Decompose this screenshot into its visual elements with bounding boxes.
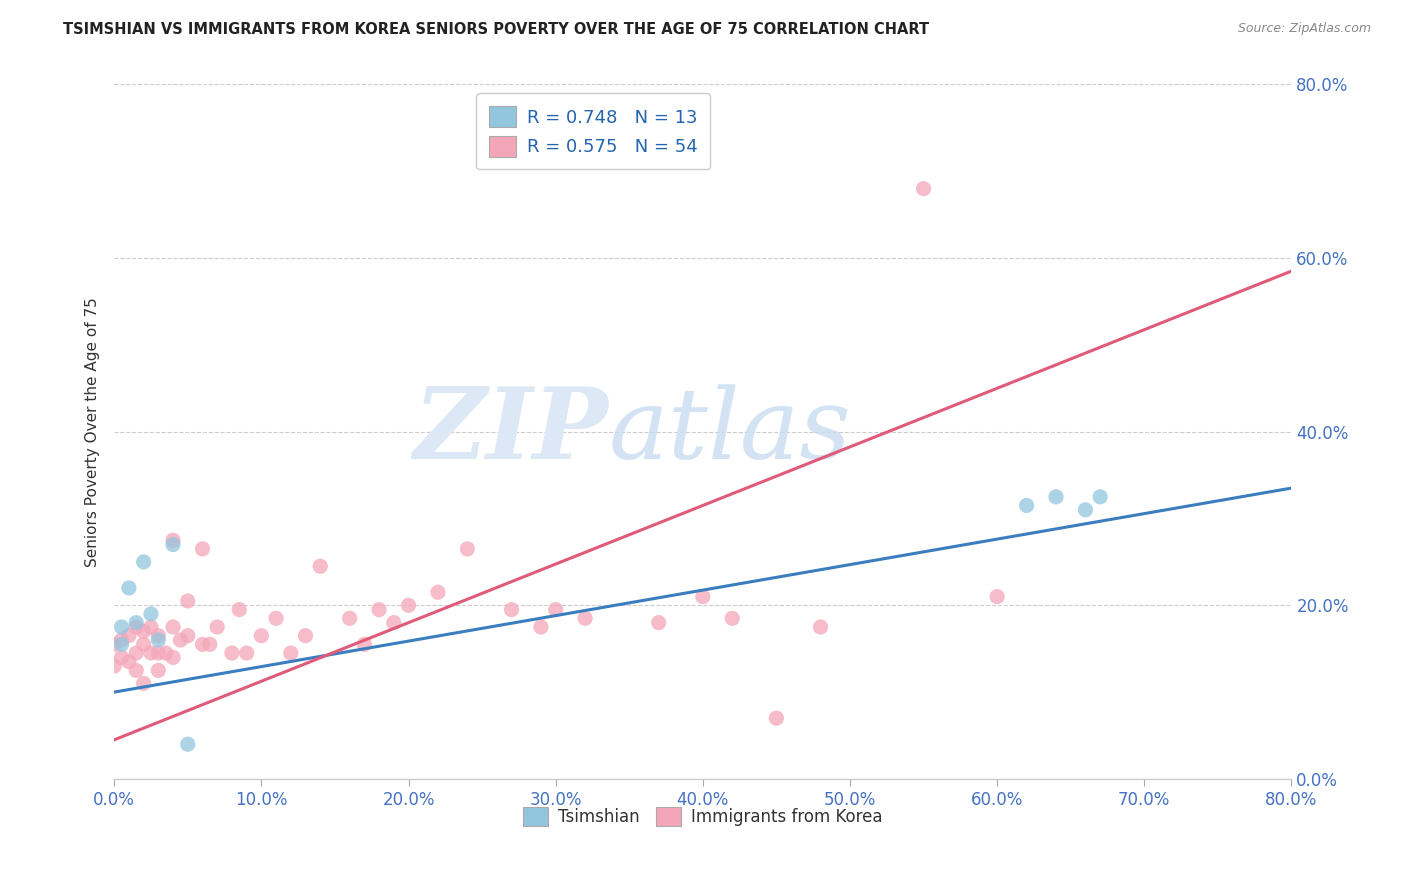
Point [544, 602, 567, 616]
Point [456, 541, 478, 556]
Point [198, 637, 221, 651]
Point [169, 633, 191, 648]
Legend: Tsimshian, Immigrants from Korea: Tsimshian, Immigrants from Korea [516, 800, 890, 833]
Point [110, 650, 132, 665]
Point [118, 629, 141, 643]
Y-axis label: Seniors Poverty Over the Age of 75: Seniors Poverty Over the Age of 75 [86, 297, 100, 566]
Point [1045, 490, 1067, 504]
Point [228, 602, 250, 616]
Point [162, 533, 184, 548]
Point [177, 737, 200, 751]
Text: TSIMSHIAN VS IMMIGRANTS FROM KOREA SENIORS POVERTY OVER THE AGE OF 75 CORRELATIO: TSIMSHIAN VS IMMIGRANTS FROM KOREA SENIO… [63, 22, 929, 37]
Point [368, 602, 391, 616]
Point [148, 633, 170, 648]
Point [647, 615, 669, 630]
Point [986, 590, 1008, 604]
Point [294, 629, 316, 643]
Point [205, 620, 228, 634]
Point [574, 611, 596, 625]
Point [191, 541, 214, 556]
Point [309, 559, 332, 574]
Point [139, 646, 162, 660]
Point [118, 581, 141, 595]
Text: ZIP: ZIP [413, 384, 609, 480]
Point [125, 664, 148, 678]
Point [139, 607, 162, 621]
Point [118, 655, 141, 669]
Point [398, 599, 420, 613]
Point [103, 637, 125, 651]
Point [235, 646, 257, 660]
Point [501, 602, 523, 616]
Point [353, 637, 375, 651]
Point [125, 615, 148, 630]
Text: Source: ZipAtlas.com: Source: ZipAtlas.com [1237, 22, 1371, 36]
Point [177, 594, 200, 608]
Point [221, 646, 243, 660]
Point [162, 537, 184, 551]
Point [810, 620, 832, 634]
Point [1015, 499, 1038, 513]
Point [177, 629, 200, 643]
Point [132, 637, 155, 651]
Point [148, 629, 170, 643]
Point [382, 615, 405, 630]
Point [765, 711, 787, 725]
Point [280, 646, 302, 660]
Text: atlas: atlas [609, 384, 852, 479]
Point [264, 611, 287, 625]
Point [132, 676, 155, 690]
Point [339, 611, 361, 625]
Point [125, 646, 148, 660]
Point [1074, 503, 1097, 517]
Point [155, 646, 177, 660]
Point [530, 620, 553, 634]
Point [110, 633, 132, 648]
Point [912, 181, 935, 195]
Point [721, 611, 744, 625]
Point [1088, 490, 1111, 504]
Point [250, 629, 273, 643]
Point [125, 620, 148, 634]
Point [162, 650, 184, 665]
Point [148, 646, 170, 660]
Point [132, 624, 155, 639]
Point [426, 585, 449, 599]
Point [692, 590, 714, 604]
Point [103, 659, 125, 673]
Point [139, 620, 162, 634]
Point [110, 637, 132, 651]
Point [110, 620, 132, 634]
Point [162, 620, 184, 634]
Point [191, 637, 214, 651]
Point [132, 555, 155, 569]
Point [148, 664, 170, 678]
